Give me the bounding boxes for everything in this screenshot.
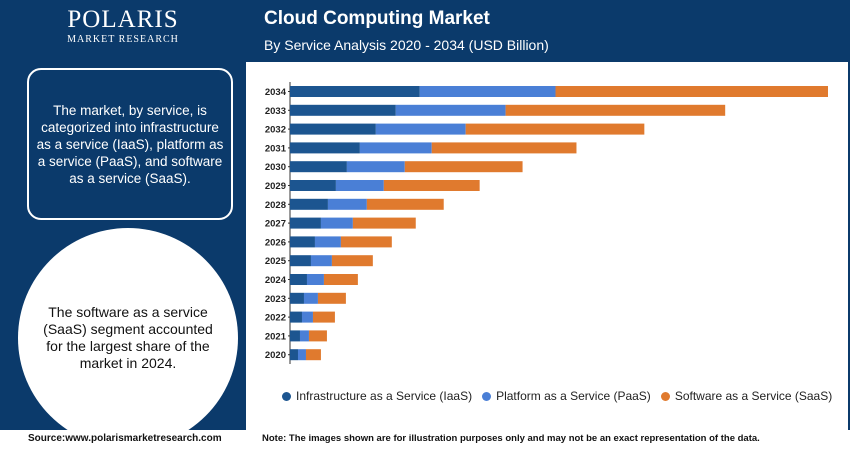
stacked-bar-chart: 2034 2033 2032 2031 2030 2029 2028 2027 2026 2025… bbox=[265, 82, 828, 364]
bar-saas-2033 bbox=[505, 104, 726, 116]
legend-item-saas: Software as a Service (SaaS) bbox=[660, 389, 833, 403]
y-tick-label-2021: 2021 bbox=[265, 331, 287, 342]
bar-paas-2031 bbox=[359, 142, 432, 154]
bar-saas-2025 bbox=[331, 255, 373, 267]
legend-item-iaas: Infrastructure as a Service (IaaS) bbox=[282, 389, 472, 403]
disclaimer-note: Note: The images shown are for illustrat… bbox=[262, 433, 760, 444]
y-tick-label-2034: 2034 bbox=[265, 87, 287, 98]
bar-paas-2024 bbox=[306, 274, 324, 285]
bar-saas-2028 bbox=[366, 198, 444, 210]
bar-paas-2025 bbox=[310, 255, 332, 267]
chart-subtitle: By Service Analysis 2020 - 2034 (USD Bil… bbox=[264, 37, 549, 53]
bar-paas-2021 bbox=[299, 330, 309, 342]
bar-iaas-2034 bbox=[290, 86, 420, 97]
bar-saas-2032 bbox=[465, 123, 645, 135]
bar-iaas-2029 bbox=[290, 180, 336, 191]
bar-saas-2034 bbox=[555, 86, 828, 97]
bar-saas-2029 bbox=[383, 180, 480, 191]
bar-iaas-2023 bbox=[290, 292, 304, 304]
y-tick-label-2023: 2023 bbox=[265, 294, 286, 305]
y-tick-label-2031: 2031 bbox=[265, 143, 287, 154]
bar-paas-2032 bbox=[375, 123, 466, 135]
bar-saas-2020 bbox=[305, 349, 321, 361]
bar-paas-2027 bbox=[320, 217, 353, 229]
bar-paas-2022 bbox=[301, 311, 313, 323]
bar-paas-2033 bbox=[395, 104, 506, 116]
y-tick-label-2028: 2028 bbox=[265, 200, 286, 211]
footer: Source:www.polarismarketresearch.com Not… bbox=[0, 430, 850, 451]
y-tick-label-2020: 2020 bbox=[265, 350, 286, 361]
source-text: Source:www.polarismarketresearch.com bbox=[28, 433, 222, 444]
header: Cloud Computing Market By Service Analys… bbox=[246, 0, 848, 62]
bar-paas-2020 bbox=[297, 349, 306, 361]
bar-paas-2023 bbox=[303, 292, 318, 304]
bar-saas-2031 bbox=[431, 142, 577, 154]
bar-paas-2034 bbox=[419, 86, 556, 97]
bar-iaas-2024 bbox=[290, 274, 307, 285]
legend-swatch-iaas bbox=[282, 391, 291, 401]
y-tick-label-2025: 2025 bbox=[265, 256, 287, 267]
bar-saas-2021 bbox=[308, 330, 327, 342]
info-box-text: The market, by service, is categorized i… bbox=[36, 102, 224, 186]
bar-iaas-2028 bbox=[290, 198, 328, 210]
left-panel: POLARIS MARKET RESEARCH The market, by s… bbox=[0, 0, 246, 430]
bar-iaas-2020 bbox=[290, 349, 298, 361]
bar-iaas-2022 bbox=[290, 311, 302, 323]
y-tick-label-2033: 2033 bbox=[265, 106, 286, 117]
logo-subtitle: MARKET RESEARCH bbox=[67, 34, 179, 45]
bar-saas-2024 bbox=[323, 274, 358, 285]
bar-iaas-2032 bbox=[290, 123, 376, 135]
legend-label-saas: Software as a Service (SaaS) bbox=[674, 389, 833, 403]
highlight-circle: The software as a service (SaaS) segment… bbox=[18, 228, 238, 430]
bar-iaas-2027 bbox=[290, 217, 321, 229]
chart-title: Cloud Computing Market bbox=[264, 8, 490, 29]
logo: POLARIS MARKET RESEARCH bbox=[0, 6, 246, 46]
chart-legend: Infrastructure as a Service (IaaS) Platf… bbox=[282, 389, 842, 403]
legend-item-paas: Platform as a Service (PaaS) bbox=[482, 389, 651, 403]
bar-iaas-2030 bbox=[290, 161, 347, 173]
bar-paas-2028 bbox=[327, 198, 367, 210]
y-tick-label-2024: 2024 bbox=[265, 275, 287, 286]
legend-label-iaas: Infrastructure as a Service (IaaS) bbox=[296, 389, 473, 403]
legend-swatch-saas bbox=[660, 391, 670, 401]
bar-saas-2022 bbox=[312, 311, 335, 323]
y-tick-label-2029: 2029 bbox=[265, 181, 286, 192]
legend-swatch-paas bbox=[482, 391, 492, 401]
bar-saas-2023 bbox=[317, 292, 346, 304]
bar-paas-2029 bbox=[335, 180, 384, 191]
bar-saas-2027 bbox=[352, 217, 416, 229]
bar-iaas-2031 bbox=[290, 142, 360, 154]
y-tick-label-2022: 2022 bbox=[265, 313, 286, 324]
y-tick-label-2026: 2026 bbox=[265, 237, 286, 248]
y-tick-label-2032: 2032 bbox=[265, 125, 286, 136]
bar-paas-2026 bbox=[314, 236, 341, 248]
bar-iaas-2025 bbox=[290, 255, 311, 267]
bar-iaas-2026 bbox=[290, 236, 315, 248]
bar-saas-2030 bbox=[404, 161, 523, 173]
y-tick-label-2030: 2030 bbox=[265, 162, 286, 173]
highlight-text: The software as a service (SaaS) segment… bbox=[43, 304, 213, 371]
bar-iaas-2033 bbox=[290, 104, 396, 116]
legend-label-paas: Platform as a Service (PaaS) bbox=[496, 389, 651, 403]
info-box: The market, by service, is categorized i… bbox=[27, 68, 233, 220]
bar-paas-2030 bbox=[346, 161, 405, 173]
bar-saas-2026 bbox=[340, 236, 392, 248]
bar-iaas-2021 bbox=[290, 330, 300, 342]
logo-wordmark: POLARIS bbox=[67, 6, 179, 33]
y-tick-label-2027: 2027 bbox=[265, 219, 286, 230]
